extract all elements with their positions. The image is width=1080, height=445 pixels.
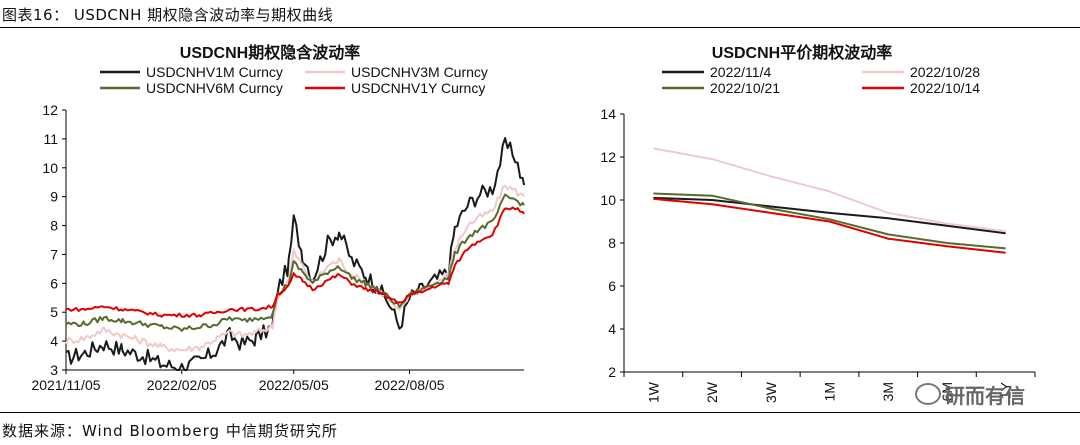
- legend-label: 2022/10/14: [910, 80, 980, 96]
- y-tick-label: 4: [50, 333, 58, 349]
- y-tick-label: 12: [600, 149, 616, 165]
- series-line: [653, 196, 1006, 235]
- series-group: [65, 137, 525, 371]
- legend-label: 2022/11/4: [710, 64, 771, 80]
- figure-title: 图表16： USDCNH 期权隐含波动率与期权曲线: [2, 6, 334, 24]
- x-tick-label: 2021/11/05: [31, 377, 100, 393]
- legend: USDCNHV1M Curncy USDCNHV3M Curncy USDCNHV6…: [100, 64, 488, 96]
- legend-label: 2022/10/28: [910, 64, 980, 80]
- x-tick-label: 6M: [939, 382, 955, 401]
- y-tick-label: 7: [50, 246, 58, 262]
- x-tick-label: 1M: [822, 382, 838, 401]
- legend-label: USDCNHV1M Curncy: [146, 64, 283, 80]
- atm-vol-curve-chart: USDCNH平价期权波动率 2022/11/4 2022/10/282022/10…: [600, 43, 1036, 403]
- legend-label: USDCNHV6M Curncy: [146, 80, 283, 96]
- x-tick-label: 1W: [645, 381, 661, 403]
- x-tick-label: 3W: [763, 381, 779, 403]
- series-group: [653, 147, 1006, 254]
- x-tick-label: 2022/08/05: [374, 377, 444, 393]
- series-line: [653, 192, 1006, 250]
- y-tick-label: 8: [50, 218, 58, 234]
- y-tick-label: 8: [608, 235, 616, 251]
- series-line: [65, 206, 525, 318]
- y-tick-label: 6: [50, 275, 58, 291]
- x-tick-label: 1Y: [998, 381, 1014, 399]
- y-tick-label: 4: [608, 321, 616, 337]
- implied-vol-chart: USDCNH期权隐含波动率 USDCNHV1M Curncy USDCNHV3M …: [31, 43, 525, 393]
- y-tick-label: 9: [50, 189, 58, 205]
- y-tick-label: 6: [608, 278, 616, 294]
- y-tick-label: 2: [608, 364, 616, 380]
- series-line: [653, 197, 1006, 254]
- series-line: [65, 184, 525, 353]
- x-tick-label: 2022/05/05: [259, 377, 329, 393]
- axes: 3 4 5 6 7 8 9 10 11 12 2021/11/05 2022/02/05 2022/05…: [31, 102, 524, 393]
- chart-title: USDCNH平价期权波动率: [712, 43, 892, 62]
- wechat-icon: [915, 383, 941, 405]
- legend-label: USDCNHV1Y Curncy: [351, 80, 485, 96]
- watermark-text: 研而有信: [945, 384, 1025, 408]
- legend-label: USDCNHV3M Curncy: [351, 64, 488, 80]
- watermark: 研而有信: [915, 380, 1025, 409]
- source-note: 数据来源：Wind Bloomberg 中信期货研究所: [2, 422, 338, 440]
- x-tick-label: 2022/02/05: [147, 377, 217, 393]
- y-tick-label: 12: [42, 102, 58, 118]
- series-line: [653, 147, 1006, 233]
- y-tick-label: 10: [600, 192, 616, 208]
- legend: 2022/11/4 2022/10/28 2022/10/21 2022/10/14: [662, 64, 980, 96]
- y-tick-label: 11: [43, 131, 58, 147]
- y-tick-label: 10: [42, 160, 58, 176]
- bottom-rule: [0, 412, 1080, 413]
- x-tick-label: 2W: [704, 381, 720, 403]
- axes: 2 4 6 8 10 12 14 1W 2W 3W 1M 3M 6M 1Y: [600, 106, 1036, 403]
- series-line: [65, 193, 525, 332]
- y-tick-label: 3: [50, 362, 58, 378]
- y-tick-label: 5: [50, 304, 58, 320]
- x-tick-label: 3M: [880, 382, 896, 401]
- legend-label: 2022/10/21: [710, 80, 780, 96]
- top-rule: [0, 27, 1080, 28]
- y-tick-label: 14: [600, 106, 616, 122]
- chart-title: USDCNH期权隐含波动率: [180, 43, 360, 62]
